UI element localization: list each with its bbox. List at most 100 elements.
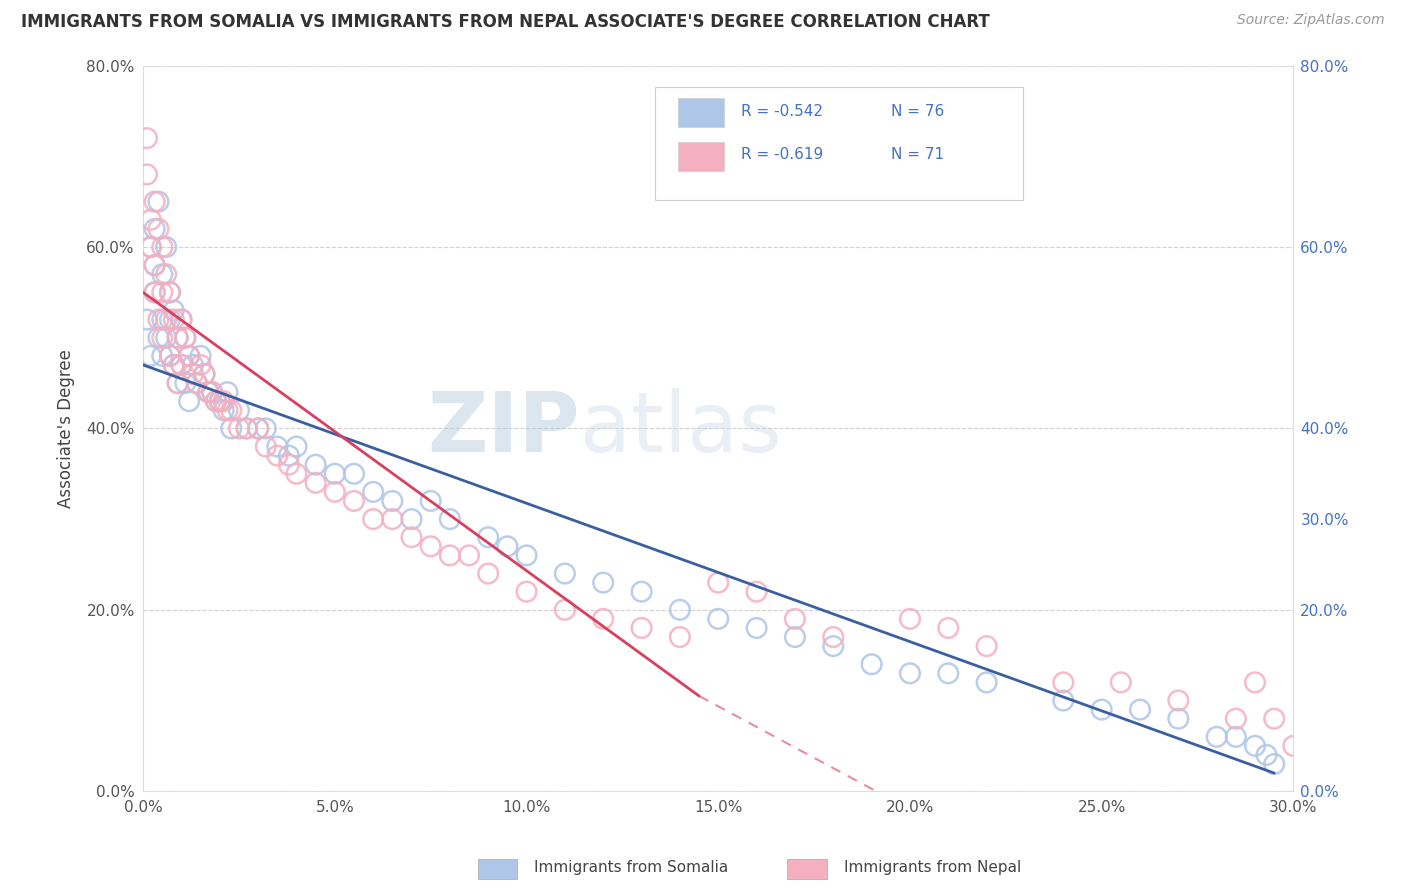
Point bbox=[1263, 712, 1285, 726]
Point bbox=[419, 539, 441, 553]
Point bbox=[174, 376, 197, 390]
Point bbox=[148, 222, 170, 236]
Point bbox=[976, 639, 998, 653]
Point bbox=[166, 331, 188, 345]
Point bbox=[1205, 730, 1227, 744]
Point bbox=[1167, 693, 1189, 707]
Text: R = -0.542: R = -0.542 bbox=[741, 103, 824, 119]
Point bbox=[212, 403, 235, 417]
Point bbox=[150, 312, 173, 326]
Point bbox=[936, 666, 959, 681]
Point bbox=[247, 421, 270, 435]
Point bbox=[170, 358, 193, 372]
Point bbox=[179, 349, 201, 363]
Point bbox=[193, 367, 215, 381]
Point bbox=[166, 331, 188, 345]
Point bbox=[148, 194, 170, 209]
Point bbox=[976, 675, 998, 690]
Point bbox=[139, 212, 162, 227]
Point bbox=[170, 358, 193, 372]
Point bbox=[592, 612, 614, 626]
Point bbox=[745, 621, 768, 635]
Point bbox=[1052, 693, 1074, 707]
Point bbox=[419, 494, 441, 508]
Point bbox=[1225, 712, 1247, 726]
Point bbox=[783, 630, 806, 644]
Point bbox=[254, 421, 277, 435]
Point bbox=[201, 385, 224, 400]
Point bbox=[150, 349, 173, 363]
Point bbox=[1052, 675, 1074, 690]
FancyBboxPatch shape bbox=[678, 98, 724, 128]
Point bbox=[143, 258, 166, 272]
Point bbox=[193, 367, 215, 381]
Point bbox=[159, 285, 181, 300]
Point bbox=[143, 285, 166, 300]
Point bbox=[190, 349, 212, 363]
Point bbox=[159, 349, 181, 363]
Point bbox=[143, 222, 166, 236]
Point bbox=[1225, 730, 1247, 744]
Point bbox=[155, 312, 177, 326]
Point bbox=[163, 358, 186, 372]
Point bbox=[439, 549, 461, 563]
Point bbox=[898, 666, 921, 681]
Point bbox=[155, 240, 177, 254]
Point bbox=[221, 403, 243, 417]
Text: Immigrants from Somalia: Immigrants from Somalia bbox=[534, 860, 728, 874]
Text: atlas: atlas bbox=[581, 388, 782, 469]
Point bbox=[1256, 747, 1278, 762]
Point bbox=[155, 267, 177, 281]
Point bbox=[630, 584, 652, 599]
FancyBboxPatch shape bbox=[655, 87, 1024, 200]
Point bbox=[266, 440, 288, 454]
Point bbox=[1263, 757, 1285, 772]
Point bbox=[266, 449, 288, 463]
Point bbox=[201, 385, 224, 400]
Point bbox=[1167, 712, 1189, 726]
Point bbox=[205, 394, 228, 409]
Point bbox=[166, 376, 188, 390]
Text: N = 76: N = 76 bbox=[891, 103, 943, 119]
Point bbox=[496, 539, 519, 553]
Point bbox=[212, 394, 235, 409]
Point bbox=[477, 530, 499, 544]
Point bbox=[228, 403, 250, 417]
Point bbox=[554, 603, 576, 617]
Point bbox=[630, 621, 652, 635]
Point bbox=[143, 258, 166, 272]
Point bbox=[305, 458, 328, 472]
Point bbox=[477, 566, 499, 581]
Point bbox=[285, 467, 308, 481]
Point bbox=[860, 657, 883, 672]
Point bbox=[343, 467, 366, 481]
Point bbox=[181, 358, 204, 372]
Point bbox=[143, 194, 166, 209]
Point bbox=[305, 475, 328, 490]
Point bbox=[217, 403, 239, 417]
Point bbox=[197, 385, 219, 400]
Point bbox=[235, 421, 257, 435]
Point bbox=[179, 394, 201, 409]
Point bbox=[159, 285, 181, 300]
Point bbox=[515, 549, 537, 563]
Point bbox=[592, 575, 614, 590]
Point bbox=[170, 312, 193, 326]
Point bbox=[235, 421, 257, 435]
Point bbox=[361, 484, 384, 499]
Point bbox=[247, 421, 270, 435]
Point bbox=[139, 349, 162, 363]
Point bbox=[515, 584, 537, 599]
Point bbox=[148, 312, 170, 326]
Y-axis label: Associate's Degree: Associate's Degree bbox=[58, 349, 75, 508]
Point bbox=[148, 331, 170, 345]
Point bbox=[669, 603, 692, 617]
Point bbox=[174, 331, 197, 345]
Point bbox=[323, 467, 346, 481]
Point bbox=[401, 512, 423, 526]
Text: Source: ZipAtlas.com: Source: ZipAtlas.com bbox=[1237, 13, 1385, 28]
Point bbox=[170, 312, 193, 326]
Point bbox=[1244, 739, 1267, 753]
Point bbox=[285, 440, 308, 454]
Point bbox=[159, 312, 181, 326]
